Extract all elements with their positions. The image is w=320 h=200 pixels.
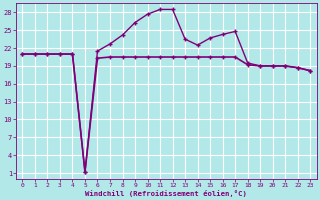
- X-axis label: Windchill (Refroidissement éolien,°C): Windchill (Refroidissement éolien,°C): [85, 190, 247, 197]
